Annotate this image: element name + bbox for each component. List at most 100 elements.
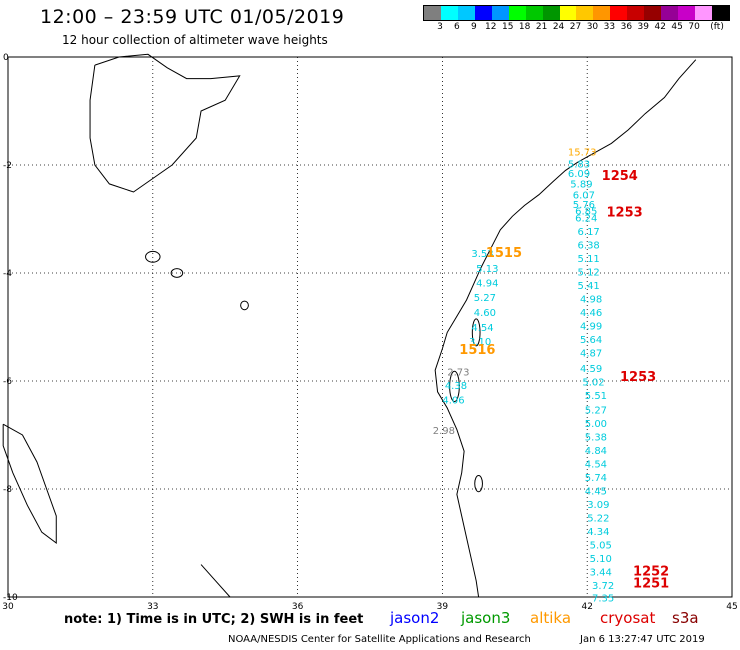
legend-jason3: jason3 xyxy=(461,609,511,627)
swh-value-label: 2.98 xyxy=(433,426,455,437)
swh-value-label: 4.54 xyxy=(585,459,607,470)
color-tick-label: 3 xyxy=(437,22,443,32)
color-swatch xyxy=(711,6,729,20)
swh-value-label: 4.45 xyxy=(585,486,607,497)
color-swatch xyxy=(525,6,543,20)
swh-value-label: 5.02 xyxy=(582,377,604,388)
color-tick-label: 39 xyxy=(637,22,649,32)
lon-axis-label: 30 xyxy=(2,602,14,612)
pass-number-label: 1516 xyxy=(459,343,495,358)
swh-value-label: 5.38 xyxy=(585,432,607,443)
legend-altika: altika xyxy=(530,609,572,627)
color-tick-label: 6 xyxy=(454,22,460,32)
swh-value-label: 2.73 xyxy=(447,368,469,379)
swh-value-label: 4.06 xyxy=(442,396,464,407)
lat-axis-label: -2 xyxy=(3,161,12,171)
swh-value-label: 3.44 xyxy=(590,567,612,578)
swh-value-label: 5.76 xyxy=(573,200,595,211)
lake-victoria-outline xyxy=(89,53,241,193)
swh-value-label: 6.85 xyxy=(575,207,597,218)
pass-number-label: 1515 xyxy=(486,246,522,261)
color-tick-label: 15 xyxy=(501,22,514,32)
color-tick-label: 70 xyxy=(688,22,700,32)
color-swatch xyxy=(542,6,560,20)
color-swatch xyxy=(661,6,679,20)
swh-value-label: 5.51 xyxy=(585,391,607,402)
page-title: 12:00 – 23:59 UTC 01/05/2019 xyxy=(40,6,345,28)
color-swatch xyxy=(593,6,611,20)
lon-axis-label: 36 xyxy=(292,602,304,612)
color-swatch xyxy=(695,6,712,20)
island-outline xyxy=(145,250,161,263)
island-outline xyxy=(449,370,460,403)
lon-axis-label: 42 xyxy=(581,602,592,612)
color-swatch xyxy=(440,6,458,20)
pass-number-label: 1252 xyxy=(633,564,669,579)
color-tick-label: (ft) xyxy=(710,22,724,32)
swh-value-label: 3.72 xyxy=(592,581,614,592)
swh-value-label: 5.89 xyxy=(570,180,592,191)
swh-value-label: 6.09 xyxy=(568,169,590,180)
lon-axis-label: 39 xyxy=(437,602,449,612)
swh-value-label: 6.24 xyxy=(575,214,597,225)
color-swatch xyxy=(508,6,526,20)
swh-value-label: 5.41 xyxy=(578,281,600,292)
color-tick-label: 45 xyxy=(671,22,683,32)
lat-axis-label: -10 xyxy=(3,593,18,603)
color-tick-label: 27 xyxy=(569,22,582,32)
island-outline xyxy=(240,300,249,311)
credit-text: NOAA/NESDIS Center for Satellite Applica… xyxy=(228,634,531,645)
swh-value-label: 5.00 xyxy=(585,419,607,430)
timestamp-text: Jan 6 13:27:47 UTC 2019 xyxy=(580,634,705,645)
color-swatch xyxy=(424,6,441,20)
legend-s3a: s3a xyxy=(672,609,699,627)
color-tick-label: 42 xyxy=(654,22,666,32)
swh-value-label: 5.11 xyxy=(578,254,600,265)
color-swatch xyxy=(491,6,509,20)
lake-tanganyika-outline xyxy=(2,423,57,544)
page-subtitle: 12 hour collection of altimeter wave hei… xyxy=(62,33,328,47)
lake-malawi-outline xyxy=(200,564,231,598)
pass-number-label: 1253 xyxy=(607,205,643,220)
pass-number-label: 1251 xyxy=(633,576,669,591)
lat-axis-label: 0 xyxy=(3,53,9,63)
color-swatch xyxy=(627,6,645,20)
swh-value-label: 4.84 xyxy=(585,446,607,457)
color-swatch xyxy=(474,6,492,20)
color-tick-label: 18 xyxy=(518,22,531,32)
swh-value-label: 5.22 xyxy=(587,513,609,524)
swh-value-label: 5.10 xyxy=(590,554,612,565)
lat-axis-label: -8 xyxy=(3,485,12,495)
coastline xyxy=(434,59,697,598)
island-outline xyxy=(474,475,483,493)
swh-value-label: 4.59 xyxy=(580,364,602,375)
lon-axis-label: 45 xyxy=(726,602,737,612)
swh-value-label: 5.27 xyxy=(474,293,496,304)
color-swatch xyxy=(610,6,628,20)
island-outline xyxy=(471,318,481,347)
swh-value-label: 6.38 xyxy=(578,241,600,252)
island-outline xyxy=(170,268,184,278)
swh-value-label: 4.87 xyxy=(580,349,602,360)
color-swatch xyxy=(576,6,594,20)
color-tick-label: 21 xyxy=(535,22,548,32)
color-tick-label: 33 xyxy=(603,22,616,32)
swh-value-label: 5.27 xyxy=(585,405,607,416)
swh-value-label: 6.17 xyxy=(578,227,600,238)
swh-value-label: 4.38 xyxy=(445,381,467,392)
swh-value-label: 3.10 xyxy=(469,337,491,348)
lon-axis-label: 33 xyxy=(147,602,158,612)
swh-value-label: 4.34 xyxy=(587,527,609,538)
color-tick-label: 30 xyxy=(586,22,599,32)
lat-axis-label: -4 xyxy=(3,269,12,279)
swh-value-label: 7.35 xyxy=(592,593,614,604)
swh-value-label: 5.12 xyxy=(578,268,600,279)
color-tick-label: 9 xyxy=(470,22,477,32)
color-swatch xyxy=(559,6,577,20)
color-tick-label: 24 xyxy=(552,22,565,32)
swh-value-label: 4.98 xyxy=(580,295,602,306)
color-tick-label: 12 xyxy=(485,22,497,32)
color-scale-bar xyxy=(423,5,730,21)
swh-value-label: 5.13 xyxy=(476,264,498,275)
swh-value-label: 15.73 xyxy=(568,147,597,158)
